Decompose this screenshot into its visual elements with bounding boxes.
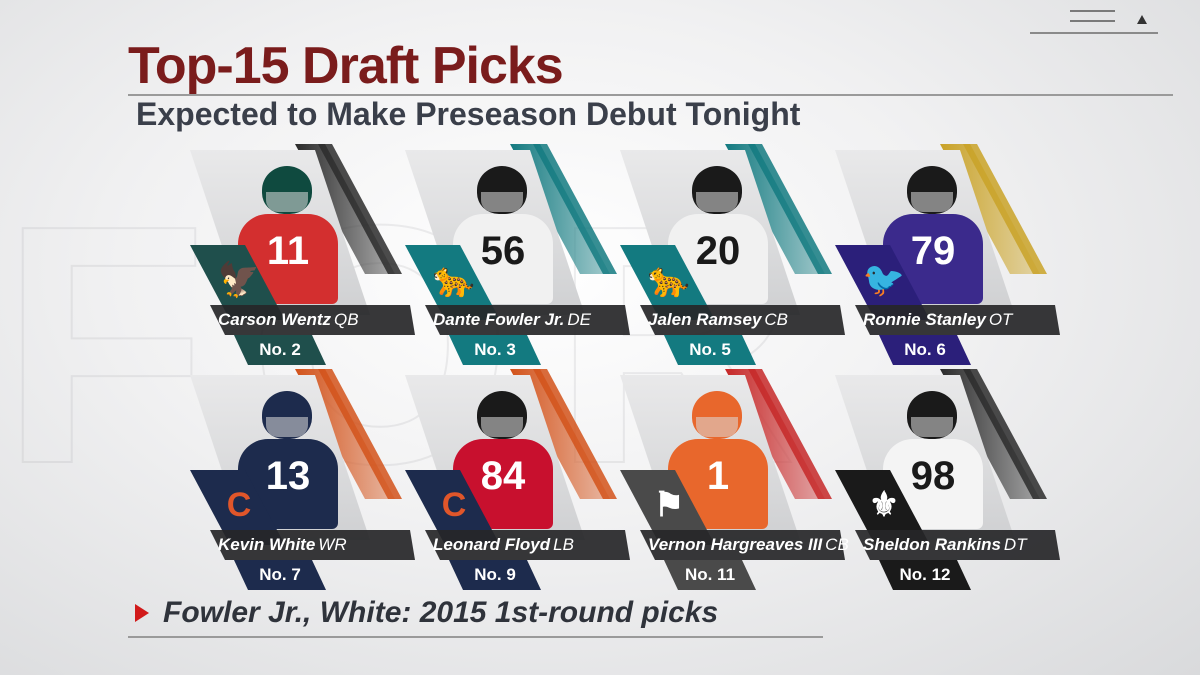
player-name-line: Kevin White WR — [218, 535, 413, 555]
footer-divider — [128, 636, 823, 638]
jaguar-icon: 🐆 — [647, 261, 691, 299]
buccaneers-flag-icon: ⚑ — [653, 486, 685, 524]
name-bar — [640, 305, 845, 335]
player-name: Carson Wentz — [218, 310, 332, 329]
bears-c-icon: C — [441, 485, 467, 524]
pick-number: No. 9 — [474, 565, 516, 584]
player-position: DT — [1003, 535, 1027, 554]
jaguar-icon: 🐆 — [432, 261, 476, 299]
player-name: Ronnie Stanley — [863, 310, 986, 329]
jersey-number: 98 — [910, 454, 956, 498]
page-subtitle: Expected to Make Preseason Debut Tonight — [136, 96, 801, 132]
pick-number: No. 11 — [684, 565, 736, 584]
player-card: 56 🐆 Dante Fowler Jr. DE No. 3 — [405, 144, 635, 370]
facemask — [696, 417, 738, 437]
pick-number: No. 3 — [474, 340, 516, 359]
play-arrow-icon — [135, 604, 149, 622]
player-card: 1 ⚑ Vernon Hargreaves III CB No. 11 — [620, 369, 850, 595]
name-bar — [640, 530, 845, 560]
pick-bar — [879, 335, 971, 365]
player-card: 98 ⚜ Sheldon Rankins DT No. 12 — [835, 369, 1065, 595]
player-name-line: Jalen Ramsey CB — [648, 310, 843, 330]
player-name-line: Ronnie Stanley OT — [863, 310, 1058, 330]
pick-number: No. 5 — [689, 340, 731, 359]
footer-note: Fowler Jr., White: 2015 1st-round picks — [163, 596, 719, 629]
jersey-number: 1 — [706, 454, 730, 498]
pick-number: No. 2 — [259, 340, 301, 359]
player-name: Kevin White — [218, 535, 316, 554]
facemask — [911, 192, 953, 212]
player-position: WR — [318, 535, 347, 554]
triangle-icon — [1137, 15, 1147, 24]
pick-bar — [234, 560, 326, 590]
name-bar — [425, 305, 630, 335]
raven-icon: 🐦 — [862, 261, 906, 299]
name-bar — [425, 530, 630, 560]
title-divider — [128, 94, 1173, 96]
jersey-number: 84 — [480, 454, 526, 498]
player-name-line: Dante Fowler Jr. DE — [433, 310, 628, 330]
facemask — [481, 417, 523, 437]
bears-c-icon: C — [226, 485, 252, 524]
pick-bar — [234, 335, 326, 365]
facemask — [266, 192, 308, 212]
player-name: Vernon Hargreaves III — [648, 535, 823, 554]
pick-bar — [664, 560, 756, 590]
player-name: Dante Fowler Jr. — [433, 310, 565, 329]
name-bar — [210, 305, 415, 335]
jersey-number: 11 — [266, 229, 310, 273]
page-title: Top-15 Draft Picks — [128, 37, 564, 95]
pick-number: No. 7 — [259, 565, 301, 584]
player-card: 84 C Leonard Floyd LB No. 9 — [405, 369, 635, 595]
facemask — [266, 417, 308, 437]
facemask — [481, 192, 523, 212]
player-position: CB — [825, 535, 849, 554]
player-name: Jalen Ramsey — [648, 310, 762, 329]
corner-decoration — [1030, 0, 1200, 40]
name-bar — [855, 530, 1060, 560]
player-position: CB — [764, 310, 789, 329]
player-position: DE — [567, 310, 591, 329]
pick-bar — [449, 560, 541, 590]
player-card: 20 🐆 Jalen Ramsey CB No. 5 — [620, 144, 850, 370]
player-card: 79 🐦 Ronnie Stanley OT No. 6 — [835, 144, 1065, 370]
player-name: Sheldon Rankins — [863, 535, 1001, 554]
jersey-number: 56 — [480, 229, 526, 273]
pick-number: No. 12 — [899, 565, 951, 584]
pick-bar — [449, 335, 541, 365]
player-position: OT — [988, 310, 1013, 329]
player-card: 11 🦅 Carson Wentz QB No. 2 — [190, 144, 420, 370]
pick-bar — [879, 560, 971, 590]
eagle-icon: 🦅 — [217, 261, 261, 299]
name-bar — [855, 305, 1060, 335]
jersey-number: 20 — [695, 229, 741, 273]
fleur-de-lis-icon: ⚜ — [868, 486, 900, 524]
jersey-number: 13 — [265, 454, 311, 498]
player-name-line: Sheldon Rankins DT — [863, 535, 1058, 555]
name-bar — [210, 530, 415, 560]
player-name-line: Carson Wentz QB — [218, 310, 413, 330]
player-name-line: Leonard Floyd LB — [433, 535, 628, 555]
facemask — [696, 192, 738, 212]
player-card: 13 C Kevin White WR No. 7 — [190, 369, 420, 595]
player-name-line: Vernon Hargreaves III CB — [648, 535, 849, 555]
pick-bar — [664, 335, 756, 365]
pick-number: No. 6 — [904, 340, 946, 359]
player-name: Leonard Floyd — [433, 535, 551, 554]
player-position: LB — [553, 535, 574, 554]
jersey-number: 79 — [910, 229, 956, 273]
facemask — [911, 417, 953, 437]
player-position: QB — [334, 310, 359, 329]
